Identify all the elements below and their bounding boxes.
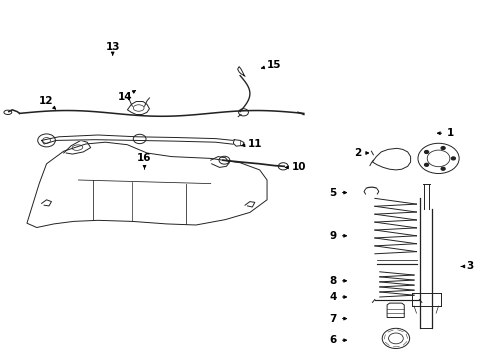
Text: 6: 6 <box>330 335 346 345</box>
Text: 4: 4 <box>329 292 346 302</box>
Circle shape <box>441 167 445 170</box>
Text: 10: 10 <box>286 162 306 172</box>
Circle shape <box>425 163 429 166</box>
Text: 15: 15 <box>262 60 282 70</box>
Circle shape <box>441 147 445 149</box>
Polygon shape <box>42 135 240 145</box>
Text: 12: 12 <box>39 96 55 109</box>
Text: 9: 9 <box>330 231 346 241</box>
Text: 11: 11 <box>242 139 262 149</box>
Circle shape <box>451 157 455 160</box>
Text: 13: 13 <box>105 42 120 55</box>
Text: 7: 7 <box>329 314 346 324</box>
Text: 3: 3 <box>461 261 474 271</box>
Polygon shape <box>233 140 244 146</box>
Text: 5: 5 <box>330 188 346 198</box>
Circle shape <box>425 150 429 153</box>
Text: 2: 2 <box>354 148 368 158</box>
Text: 16: 16 <box>137 153 152 169</box>
Text: 8: 8 <box>330 276 346 286</box>
Text: 1: 1 <box>438 128 454 138</box>
Text: 14: 14 <box>118 90 135 102</box>
